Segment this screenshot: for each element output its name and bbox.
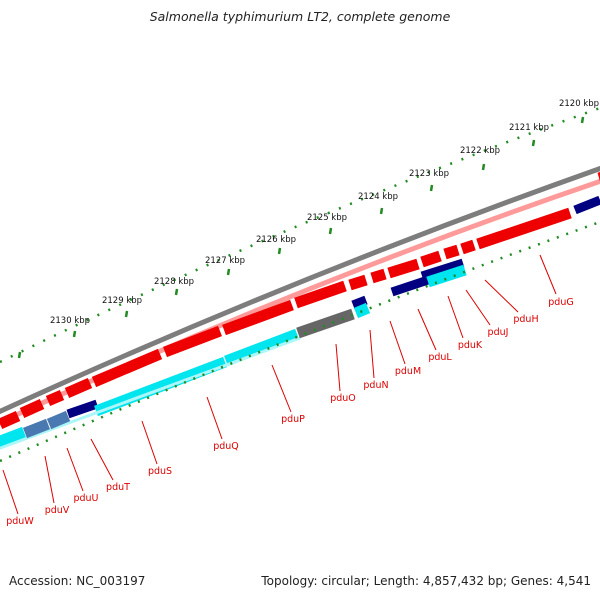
gene-label-pduJ: pduJ	[488, 327, 509, 338]
gene-block	[426, 264, 467, 288]
ruler-label: 2121 kbp	[509, 123, 549, 133]
major-tick	[17, 351, 22, 359]
gene-label-leaders	[2, 254, 557, 515]
gene-label-pduQ: pduQ	[213, 441, 239, 452]
gene-block	[460, 239, 476, 255]
major-tick	[277, 247, 282, 255]
gene-block	[0, 410, 21, 430]
map-title: Salmonella typhimurium LT2, complete gen…	[149, 9, 451, 24]
gene-block	[420, 250, 442, 268]
gene-block	[94, 356, 227, 417]
genome-backbone	[0, 165, 600, 415]
forward-strand-genes	[0, 172, 600, 430]
gene-leader-line	[484, 279, 519, 313]
gene-leader-line	[44, 455, 55, 504]
ruler-label: 2123 kbp	[409, 169, 449, 179]
major-tick	[124, 310, 129, 318]
gene-leader-line	[141, 420, 158, 465]
genome-summary-text: Topology: circular; Length: 4,857,432 bp…	[261, 574, 591, 588]
gene-leader-line	[335, 343, 341, 392]
major-tick	[226, 268, 231, 276]
ruler-label: 2127 kbp	[205, 256, 245, 266]
overlap-block	[66, 399, 99, 419]
gene-block	[91, 348, 163, 388]
ruler-label: 2122 kbp	[460, 146, 500, 156]
ruler-label: 2120 kbp	[559, 99, 599, 109]
gene-block	[19, 398, 45, 419]
gene-leader-line	[539, 254, 557, 295]
gene-label-pduV: pduV	[45, 505, 70, 516]
ruler-label: 2130 kbp	[50, 316, 90, 326]
ruler-label: 2128 kbp	[154, 277, 194, 287]
gene-block	[64, 377, 93, 399]
gene-block	[222, 299, 294, 336]
major-tick	[72, 330, 77, 338]
gene-block	[224, 328, 299, 367]
overlap-block	[390, 275, 430, 297]
gene-leader-line	[369, 329, 375, 379]
gene-block	[387, 258, 420, 279]
major-tick	[481, 163, 486, 171]
gene-label-pduL: pduL	[428, 352, 452, 363]
mixed-block	[46, 410, 71, 430]
pseudo-block	[296, 308, 355, 339]
gene-label-pduM: pduM	[395, 366, 421, 377]
ruler-label: 2125 kbp	[307, 213, 347, 223]
gene-label-pduW: pduW	[6, 516, 34, 527]
ruler-label: 2126 kbp	[256, 235, 296, 245]
gene-block	[0, 426, 26, 447]
gene-label-pduN: pduN	[363, 380, 388, 391]
gene-leader-line	[2, 469, 19, 515]
gene-label-pduO: pduO	[330, 393, 356, 404]
mixed-segments	[22, 308, 355, 439]
gene-leader-line	[90, 438, 114, 481]
gene-label-pduS: pduS	[148, 466, 172, 477]
gene-block	[294, 280, 347, 309]
ruler-major-ticks	[17, 116, 585, 359]
ruler-label: 2129 kbp	[102, 296, 142, 306]
gene-leader-line	[66, 447, 84, 492]
overlap-segments	[66, 195, 600, 419]
gene-leader-line	[206, 396, 223, 440]
overlap-block	[420, 258, 465, 281]
gene-block	[348, 274, 368, 291]
accession-text: Accession: NC_003197	[9, 574, 146, 588]
gene-leader-line	[271, 364, 292, 413]
gene-leader-line	[465, 289, 491, 326]
major-tick	[379, 207, 384, 215]
major-tick	[429, 184, 434, 192]
gene-block	[443, 244, 460, 260]
gene-block	[476, 207, 572, 250]
gene-block	[45, 389, 65, 407]
reverse-strand-genes	[0, 264, 467, 447]
gene-block	[163, 325, 222, 358]
gene-leader-line	[389, 320, 406, 365]
gene-label-pduG: pduG	[548, 297, 573, 308]
overlap-block	[573, 195, 600, 215]
major-tick	[531, 139, 536, 147]
major-tick	[174, 288, 179, 296]
gene-label-pduT: pduT	[106, 482, 130, 493]
gene-label-pduK: pduK	[458, 340, 483, 351]
gene-block	[370, 268, 387, 284]
mixed-block	[22, 418, 51, 439]
gene-labels: pduG pduH pduJ pduK pduL pduM pduN pduO pduP pduQ…	[6, 297, 573, 527]
ruler-label: 2124 kbp	[358, 192, 398, 202]
gene-label-pduP: pduP	[281, 414, 305, 425]
ruler-labels: 2120 kbp 2121 kbp 2122 kbp 2123 kbp 2124 kbp…	[50, 99, 599, 326]
gene-leader-line	[447, 295, 464, 339]
gene-label-pduU: pduU	[73, 493, 98, 504]
gene-leader-line	[417, 308, 437, 351]
gene-label-pduH: pduH	[513, 314, 538, 325]
major-tick	[328, 227, 333, 235]
overlap-block	[351, 295, 368, 310]
major-tick	[580, 116, 585, 124]
inner-ruler-ticks	[0, 220, 600, 463]
